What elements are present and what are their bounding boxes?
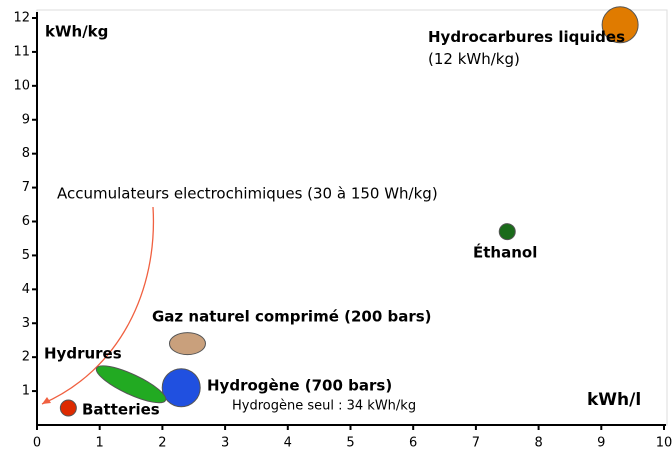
point-label: Hydrocarbures liquides (12 kWh/kg) xyxy=(428,26,628,70)
annotation-arrow xyxy=(41,206,155,405)
point-label: Hydrogène (700 bars) xyxy=(207,377,392,395)
point-name: Hydrocarbures liquides xyxy=(428,28,625,46)
point-label: Gaz naturel comprimé (200 bars) xyxy=(152,308,432,326)
point-label: Hydrures xyxy=(44,345,122,363)
point-label: Éthanol xyxy=(473,243,537,262)
x-tick-label: 1 xyxy=(96,436,104,451)
x-tick-label: 10 xyxy=(656,436,672,451)
x-tick-label: 9 xyxy=(597,436,605,451)
arrow-head xyxy=(42,397,51,404)
x-tick-label: 5 xyxy=(346,436,354,451)
y-tick-label: 10 xyxy=(13,78,30,93)
y-tick-label: 11 xyxy=(13,44,30,59)
y-tick-label: 5 xyxy=(22,248,30,263)
y-tick-label: 1 xyxy=(22,384,30,399)
y-tick-label: 2 xyxy=(22,350,30,365)
y-tick-label: 12 xyxy=(13,11,30,26)
y-tick-label: 8 xyxy=(22,146,30,161)
point xyxy=(498,223,516,241)
point xyxy=(95,365,167,404)
point xyxy=(59,399,77,417)
point-note: (12 kWh/kg) xyxy=(428,50,520,68)
point xyxy=(161,368,201,408)
x-tick-label: 3 xyxy=(221,436,229,451)
frame xyxy=(36,9,668,426)
x-tick-label: 8 xyxy=(534,436,542,451)
y-tick-label: 7 xyxy=(22,180,30,195)
point xyxy=(168,332,206,356)
point xyxy=(601,6,639,44)
x-tick-label: 6 xyxy=(409,436,417,451)
point-label: Batteries xyxy=(82,401,160,419)
y-axis-label: kWh/kg xyxy=(45,23,108,41)
x-tick-label: 4 xyxy=(284,436,292,451)
y-tick-label: 9 xyxy=(22,112,30,127)
y-tick-label: 6 xyxy=(22,214,30,229)
y-tick-label: 4 xyxy=(22,282,30,297)
x-axis-label: kWh/l xyxy=(587,390,641,410)
x-tick-label: 0 xyxy=(33,436,41,451)
point-note: Hydrogène seul : 34 kWh/kg xyxy=(232,399,416,414)
annotation: Accumulateurs electrochimiques (30 à 150… xyxy=(57,185,438,203)
x-tick-label: 2 xyxy=(158,436,166,451)
x-tick-label: 7 xyxy=(472,436,480,451)
y-tick-label: 3 xyxy=(22,316,30,331)
